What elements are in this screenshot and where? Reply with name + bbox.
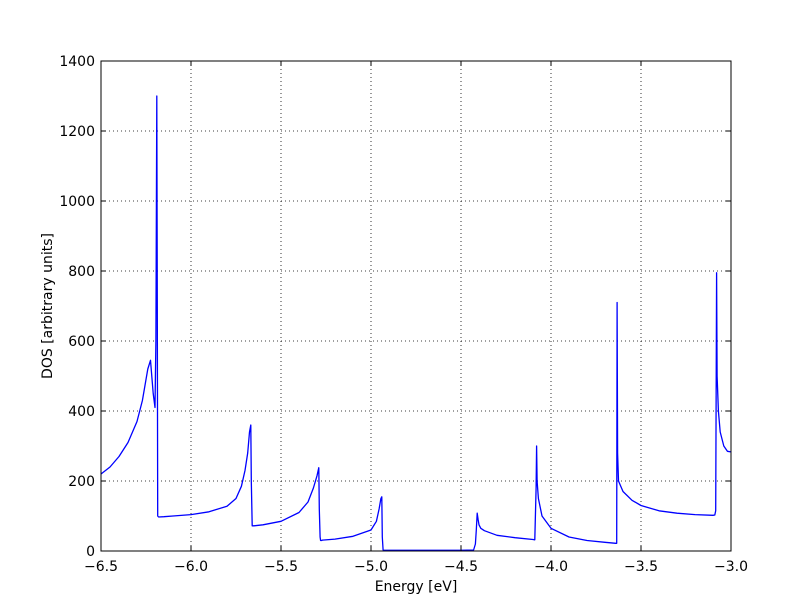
tick-layer: −6.5 −6.0 −5.5 −5.0 −4.5 −4.0 −3.5 −3.0 0 200 400 6… — [59, 54, 748, 575]
y-tick-label: 0 — [86, 544, 95, 560]
y-tick-label: 1000 — [59, 194, 95, 210]
dos-series-line — [100, 95, 732, 551]
y-tick-label: 800 — [68, 264, 95, 280]
grid-layer — [101, 61, 731, 551]
y-tick-label: 1400 — [59, 54, 95, 70]
x-tick-label: −3.0 — [714, 559, 748, 575]
x-tick-label: −3.5 — [624, 559, 658, 575]
x-tick-label: −4.0 — [534, 559, 568, 575]
y-tick-label: 400 — [68, 404, 95, 420]
plot-frame — [100, 60, 732, 552]
y-axis-label: DOS [arbitrary units] — [40, 233, 56, 379]
y-tick-label: 200 — [68, 474, 95, 490]
y-tick-label: 600 — [68, 334, 95, 350]
y-tick-label: 1200 — [59, 124, 95, 140]
data-layer — [100, 95, 732, 551]
x-tick-label: −4.5 — [444, 559, 478, 575]
x-tick-label: −6.5 — [84, 559, 118, 575]
x-axis-label: Energy [eV] — [375, 579, 458, 595]
x-tick-label: −5.0 — [354, 559, 388, 575]
x-tick-label: −5.5 — [264, 559, 298, 575]
x-tick-label: −6.0 — [174, 559, 208, 575]
